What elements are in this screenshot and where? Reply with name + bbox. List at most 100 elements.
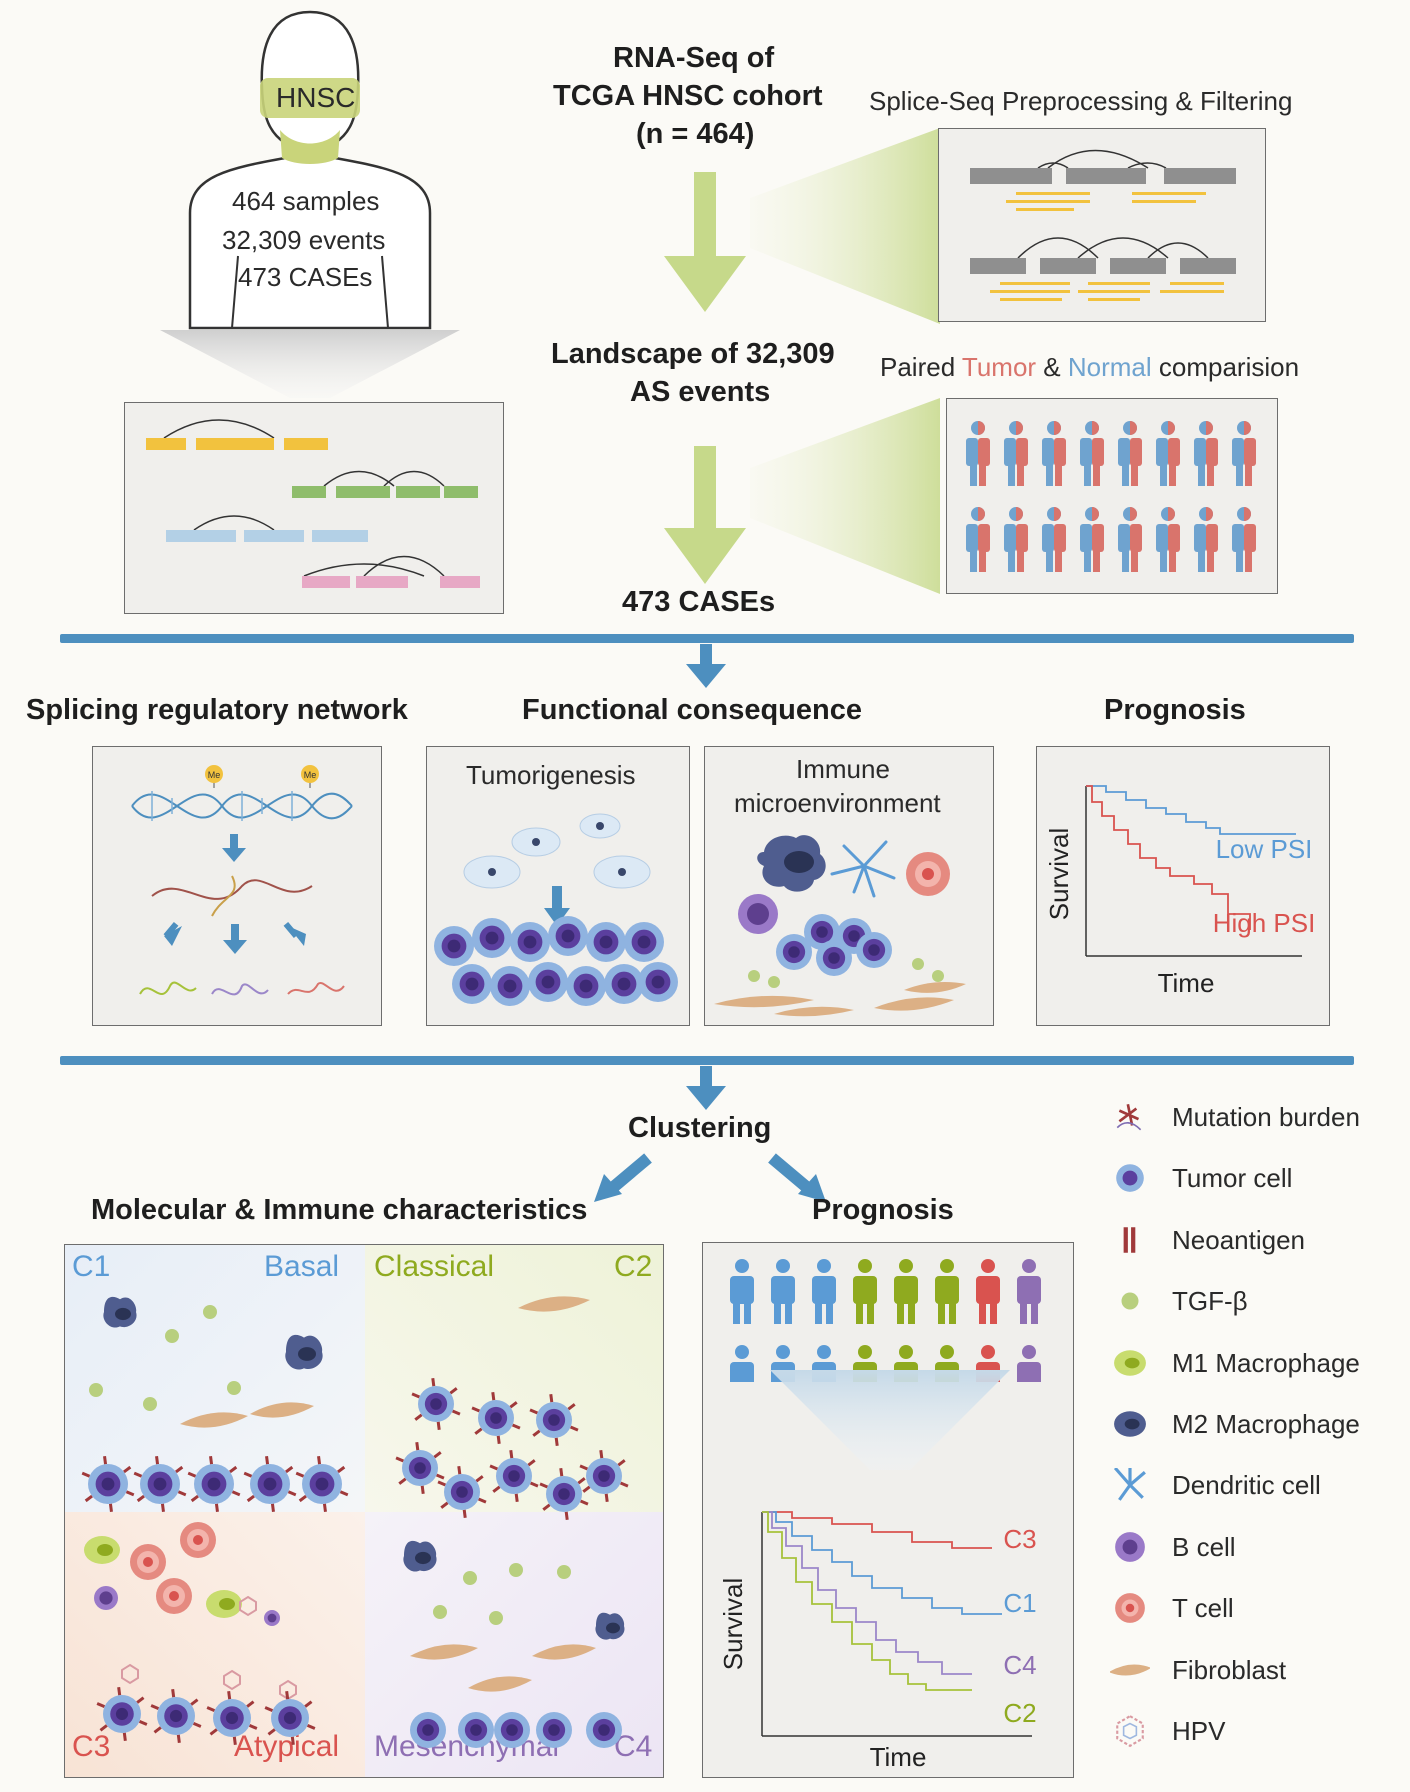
green-arrow-1 — [664, 172, 746, 312]
tgf-beta — [433, 1605, 447, 1619]
legend-label: M2 Macrophage — [1172, 1409, 1360, 1439]
legend-label: Tumor cell — [1172, 1163, 1293, 1194]
b-cell — [264, 1610, 280, 1626]
me-label-1: Me — [208, 770, 221, 780]
tgf-beta-icon — [1121, 1292, 1139, 1310]
rnaseq-title-line2: TCGA HNSC cohort — [553, 80, 823, 112]
legend-label: Fibroblast — [1172, 1654, 1287, 1685]
tumor-cell — [96, 1687, 148, 1741]
section-divider-2 — [60, 1056, 1354, 1065]
cluster-person-icon — [935, 1259, 959, 1324]
me-label-2: Me — [304, 770, 317, 780]
tgf-beta — [165, 1329, 179, 1343]
paired-person-icon — [966, 421, 990, 486]
legend-item: T cell — [1110, 1591, 1410, 1631]
tumor-cell — [638, 962, 678, 1002]
paired-person-icon — [966, 507, 990, 572]
paired-and: & — [1036, 352, 1068, 382]
events-count: 32,309 events — [222, 225, 386, 255]
cluster-km-plot: C3 C1 C4 C2 Survival Time — [718, 1511, 1037, 1772]
legend-item: Mutation burden — [1110, 1100, 1410, 1140]
patient-silhouette — [188, 10, 432, 330]
tumor-cell — [510, 922, 550, 962]
m2-macrophage — [285, 1334, 323, 1370]
m1-macrophage — [206, 1590, 242, 1618]
tumor-cell — [133, 1456, 187, 1512]
projection-beam-1 — [750, 128, 940, 324]
tgf-beta — [89, 1383, 103, 1397]
tumor-cell — [243, 1456, 297, 1512]
tumor-cell — [586, 922, 626, 962]
tumor-cell — [264, 1691, 316, 1745]
tumor-cell — [187, 1456, 241, 1512]
tumor-cell — [295, 1456, 349, 1512]
cluster-person-icon — [976, 1259, 1000, 1324]
cases-count: 473 CASEs — [238, 262, 373, 292]
tumor-cell — [539, 1468, 589, 1520]
tumor-cell — [471, 1392, 521, 1444]
paired-prefix: Paired — [880, 352, 962, 382]
tumor-cell — [776, 934, 812, 970]
m1-macrophage-icon — [1114, 1349, 1146, 1376]
silhouette-label: HNSC — [276, 82, 356, 113]
t-cell — [156, 1578, 192, 1614]
down-arrow-1 — [686, 644, 726, 688]
tumor-cell — [528, 962, 568, 1002]
tumor-cell — [458, 1712, 494, 1748]
fibroblast — [532, 1644, 596, 1660]
cases-result: 473 CASEs — [622, 586, 776, 618]
as-event-diagram — [146, 419, 480, 588]
km-xlabel: Time — [870, 1742, 927, 1772]
paired-person-icon — [1004, 421, 1028, 486]
landscape-title-line1: Landscape of 32,309 — [551, 338, 835, 370]
prognosis-survival-box — [1036, 746, 1330, 1026]
mutation-burden-icon — [1116, 1103, 1142, 1131]
cluster-quadrant-cells — [81, 1296, 629, 1748]
fibroblast — [410, 1644, 478, 1660]
fibroblast — [250, 1402, 314, 1418]
km-c3-label: C3 — [1003, 1524, 1036, 1554]
legend-label: HPV — [1172, 1716, 1226, 1746]
km-ylabel: Survival — [718, 1578, 748, 1670]
legend-label: Mutation burden — [1172, 1102, 1360, 1132]
b-cell — [94, 1586, 118, 1610]
legend-item: Fibroblast — [1110, 1653, 1410, 1693]
paired-person-icon — [1156, 507, 1180, 572]
legend-item: M1 Macrophage — [1110, 1346, 1410, 1386]
prognosis-title-mid: Prognosis — [1104, 694, 1246, 726]
spliceseq-diagram — [970, 149, 1236, 301]
neoantigen-icon — [1123, 1227, 1136, 1253]
tgf-beta — [203, 1305, 217, 1319]
tumor-cell — [494, 1712, 530, 1748]
tumor-cell — [490, 966, 530, 1006]
green-arrow-2 — [664, 446, 746, 584]
fibroblast — [468, 1676, 532, 1692]
legend-item: Neoantigen — [1110, 1223, 1410, 1263]
cluster-prognosis-box — [702, 1242, 1074, 1778]
t-cell — [130, 1544, 166, 1580]
immune-microenvironment-diagram — [714, 835, 966, 1017]
km-c1-label: C1 — [1003, 1588, 1036, 1618]
legend-item: Dendritic cell — [1110, 1468, 1410, 1508]
legend-item: HPV — [1110, 1714, 1410, 1754]
projection-beam-2 — [750, 398, 940, 594]
tumor-cell — [548, 916, 588, 956]
tumor-cell — [437, 1466, 487, 1518]
m2-macrophage — [403, 1540, 437, 1572]
tumor-cell — [579, 1450, 629, 1502]
cluster-person-icon — [1017, 1259, 1041, 1324]
tumor-cell — [150, 1689, 202, 1743]
legend-item: TGF-β — [1110, 1284, 1410, 1324]
legend-label: B cell — [1172, 1531, 1236, 1562]
paired-person-icon — [1042, 421, 1066, 486]
down-arrow-2 — [686, 1066, 726, 1110]
legend-label: Dendritic cell — [1172, 1470, 1321, 1501]
molecular-immune-title: Molecular & Immune characteristics — [91, 1194, 588, 1226]
legend-item: B cell — [1110, 1530, 1410, 1570]
m2-macrophage — [103, 1296, 137, 1328]
tumor-cell — [410, 1712, 446, 1748]
m2-macrophage-icon — [1114, 1411, 1146, 1437]
t-cell-icon — [1115, 1593, 1145, 1624]
tumor-cell-icon — [1116, 1164, 1144, 1193]
tgf-beta — [227, 1381, 241, 1395]
